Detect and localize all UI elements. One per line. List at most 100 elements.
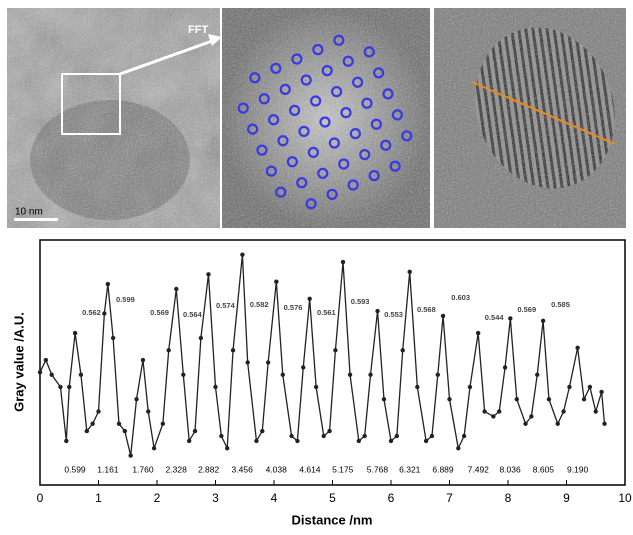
data-point <box>575 346 579 350</box>
data-point <box>274 279 278 283</box>
data-point <box>314 385 318 389</box>
data-point <box>322 434 326 438</box>
data-point <box>254 439 258 443</box>
data-point <box>395 434 399 438</box>
spacing-label: 0.599 <box>116 295 135 304</box>
data-point <box>181 373 185 377</box>
data-point <box>529 414 533 418</box>
fft-image <box>222 8 430 228</box>
data-point <box>368 373 372 377</box>
data-point <box>146 409 150 413</box>
spacing-label: 0.593 <box>351 297 370 306</box>
peak-position-label: 5.768 <box>367 464 389 474</box>
data-point <box>389 439 393 443</box>
data-point <box>588 385 592 389</box>
x-tick-label: 6 <box>388 491 395 505</box>
spacing-label: 0.568 <box>417 305 436 314</box>
peak-position-label: 6.321 <box>399 464 421 474</box>
data-point <box>96 409 100 413</box>
data-point <box>341 260 345 264</box>
x-tick-label: 4 <box>271 491 278 505</box>
spacing-label: 0.574 <box>216 301 236 310</box>
data-point <box>497 409 501 413</box>
data-point <box>556 422 560 426</box>
x-tick-label: 7 <box>446 491 453 505</box>
spacing-label: 0.576 <box>284 303 303 312</box>
data-point <box>594 409 598 413</box>
data-point <box>123 429 127 433</box>
peak-position-label: 2.328 <box>166 464 188 474</box>
data-point <box>599 390 603 394</box>
data-point <box>161 422 165 426</box>
data-point <box>382 397 386 401</box>
data-point <box>38 370 42 374</box>
data-point <box>128 453 132 457</box>
x-axis-title: Distance /nm <box>292 512 373 527</box>
peak-position-label: 1.161 <box>97 464 119 474</box>
data-point <box>111 336 115 340</box>
data-point <box>541 319 545 323</box>
x-tick-label: 8 <box>505 491 512 505</box>
data-point <box>90 422 94 426</box>
data-point <box>213 385 217 389</box>
spacing-label: 0.603 <box>451 293 470 302</box>
data-point <box>567 385 571 389</box>
y-axis-title: Gray value /A.U. <box>11 312 26 412</box>
data-point <box>430 434 434 438</box>
data-point <box>58 385 62 389</box>
data-point <box>240 253 244 257</box>
data-point <box>333 348 337 352</box>
data-point <box>476 331 480 335</box>
x-tick-label: 10 <box>618 491 632 505</box>
data-point <box>462 434 466 438</box>
data-point <box>582 397 586 401</box>
data-point <box>602 422 606 426</box>
x-tick-label: 2 <box>154 491 161 505</box>
peak-position-label: 4.614 <box>299 464 321 474</box>
peak-position-label: 8.036 <box>499 464 521 474</box>
figure: FFT 10 nm Gray value /A.U. Distance /nm … <box>0 0 633 530</box>
data-point <box>535 373 539 377</box>
spacing-label: 0.585 <box>551 300 570 309</box>
data-point <box>260 429 264 433</box>
spacing-label: 0.582 <box>250 300 269 309</box>
data-point <box>79 373 83 377</box>
data-point <box>141 358 145 362</box>
data-point <box>441 314 445 318</box>
data-point <box>281 373 285 377</box>
data-point <box>225 446 229 450</box>
spacing-label: 0.562 <box>82 308 101 317</box>
data-point <box>547 397 551 401</box>
data-point <box>206 272 210 276</box>
peak-position-label: 7.492 <box>468 464 490 474</box>
data-point <box>362 434 366 438</box>
data-point <box>219 434 223 438</box>
scale-bar-label: 10 nm <box>15 207 43 218</box>
peak-position-label: 4.038 <box>266 464 288 474</box>
data-point <box>301 365 305 369</box>
x-tick-label: 1 <box>95 491 102 505</box>
data-point <box>134 397 138 401</box>
data-point <box>106 282 110 286</box>
peak-position-label: 6.889 <box>432 464 454 474</box>
data-point <box>102 311 106 315</box>
data-point <box>348 373 352 377</box>
data-point <box>401 348 405 352</box>
x-tick-label: 9 <box>563 491 570 505</box>
data-point <box>117 422 121 426</box>
hrtem-image <box>434 8 633 228</box>
data-point <box>152 446 156 450</box>
x-tick-label: 3 <box>212 491 219 505</box>
data-point <box>199 336 203 340</box>
spacing-label: 0.569 <box>517 305 536 314</box>
data-point <box>515 397 519 401</box>
data-point <box>73 331 77 335</box>
data-point <box>193 429 197 433</box>
peak-position-label: 3.456 <box>232 464 254 474</box>
data-point <box>307 297 311 301</box>
spacing-label: 0.544 <box>485 313 505 322</box>
spacing-label: 0.564 <box>183 310 203 319</box>
data-point <box>67 385 71 389</box>
data-point <box>266 360 270 364</box>
spacing-label: 0.553 <box>384 310 403 319</box>
